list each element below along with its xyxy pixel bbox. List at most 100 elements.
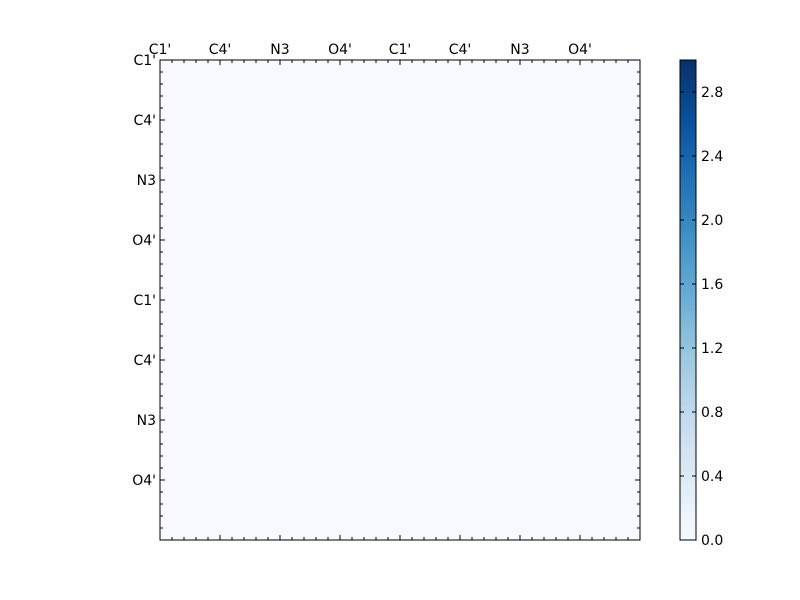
heatmap-cell xyxy=(172,456,185,469)
colorbar-tick-label: 2.0 xyxy=(701,213,723,229)
heatmap-cell xyxy=(592,120,605,133)
heatmap-cell xyxy=(436,348,449,361)
heatmap-cell xyxy=(568,168,581,181)
heatmap-cell xyxy=(256,276,269,289)
heatmap-cell xyxy=(520,276,533,289)
heatmap-cell xyxy=(568,60,581,73)
heatmap-cell xyxy=(436,432,449,445)
heatmap-cell xyxy=(232,504,245,517)
heatmap-cell xyxy=(280,288,293,301)
heatmap-cell xyxy=(544,180,557,193)
heatmap-cell xyxy=(580,108,593,121)
heatmap-cell xyxy=(568,96,581,109)
heatmap-cell xyxy=(436,96,449,109)
heatmap-cell xyxy=(436,468,449,481)
heatmap-cell xyxy=(304,120,317,133)
heatmap-cell xyxy=(232,360,245,373)
heatmap-cell xyxy=(220,408,233,421)
heatmap-cell xyxy=(172,492,185,505)
heatmap-cell xyxy=(568,384,581,397)
heatmap-cell xyxy=(568,108,581,121)
heatmap-cell xyxy=(460,468,473,481)
heatmap-cell xyxy=(520,132,533,145)
heatmap-cell xyxy=(316,228,329,241)
heatmap-cell xyxy=(352,468,365,481)
heatmap-cell xyxy=(520,240,533,253)
y-tick-label: N3 xyxy=(137,173,156,189)
heatmap-cell xyxy=(604,468,617,481)
heatmap-cell xyxy=(208,528,221,541)
heatmap-cell xyxy=(508,252,521,265)
heatmap-cell xyxy=(412,108,425,121)
heatmap-cell xyxy=(400,156,413,169)
heatmap-cell xyxy=(364,144,377,157)
heatmap-cells xyxy=(160,60,641,541)
heatmap-cell xyxy=(340,96,353,109)
heatmap-cell xyxy=(628,348,641,361)
heatmap-cell xyxy=(160,492,173,505)
heatmap-cell xyxy=(304,516,317,529)
x-tick-label: C4' xyxy=(449,42,472,58)
heatmap-cell xyxy=(172,132,185,145)
heatmap-cell xyxy=(604,108,617,121)
heatmap-cell xyxy=(172,348,185,361)
heatmap-cell xyxy=(544,288,557,301)
heatmap-cell xyxy=(364,120,377,133)
heatmap-cell xyxy=(340,204,353,217)
heatmap-cell xyxy=(580,372,593,385)
heatmap-cell xyxy=(484,108,497,121)
heatmap-cell xyxy=(568,372,581,385)
heatmap-cell xyxy=(436,132,449,145)
heatmap-cell xyxy=(544,372,557,385)
heatmap-cell xyxy=(580,456,593,469)
heatmap-cell xyxy=(352,528,365,541)
heatmap-cell xyxy=(280,408,293,421)
heatmap-cell xyxy=(424,108,437,121)
heatmap-cell xyxy=(436,504,449,517)
heatmap-cell xyxy=(220,336,233,349)
heatmap-cell xyxy=(592,348,605,361)
heatmap-cell xyxy=(304,492,317,505)
heatmap-cell xyxy=(376,264,389,277)
heatmap-cell xyxy=(340,132,353,145)
heatmap-cell xyxy=(508,240,521,253)
heatmap-cell xyxy=(484,96,497,109)
heatmap-cell xyxy=(568,492,581,505)
heatmap-cell xyxy=(220,276,233,289)
heatmap-cell xyxy=(580,492,593,505)
heatmap-cell xyxy=(400,468,413,481)
heatmap-cell xyxy=(412,240,425,253)
heatmap-cell xyxy=(580,324,593,337)
heatmap-cell xyxy=(244,132,257,145)
heatmap-cell xyxy=(232,168,245,181)
heatmap-cell xyxy=(268,240,281,253)
heatmap-cell xyxy=(604,348,617,361)
heatmap-cell xyxy=(460,240,473,253)
heatmap-cell xyxy=(508,288,521,301)
heatmap-cell xyxy=(568,312,581,325)
heatmap-cell xyxy=(580,348,593,361)
heatmap-cell xyxy=(328,516,341,529)
heatmap-cell xyxy=(280,252,293,265)
heatmap-cell xyxy=(568,432,581,445)
heatmap-cell xyxy=(544,480,557,493)
heatmap-cell xyxy=(160,336,173,349)
heatmap-cell xyxy=(184,336,197,349)
heatmap-cell xyxy=(328,228,341,241)
heatmap-cell xyxy=(292,300,305,313)
heatmap-cell xyxy=(268,96,281,109)
heatmap-cell xyxy=(196,312,209,325)
heatmap-cell xyxy=(376,420,389,433)
heatmap-cell xyxy=(304,408,317,421)
heatmap-cell xyxy=(532,144,545,157)
heatmap-cell xyxy=(256,372,269,385)
heatmap-cell xyxy=(364,408,377,421)
heatmap-cell xyxy=(292,60,305,73)
heatmap-cell xyxy=(232,228,245,241)
colorbar-tick-label: 0.0 xyxy=(701,533,723,549)
heatmap-cell xyxy=(628,108,641,121)
heatmap-cell xyxy=(412,456,425,469)
heatmap-cell xyxy=(556,72,569,85)
heatmap-cell xyxy=(172,372,185,385)
heatmap-cell xyxy=(592,468,605,481)
